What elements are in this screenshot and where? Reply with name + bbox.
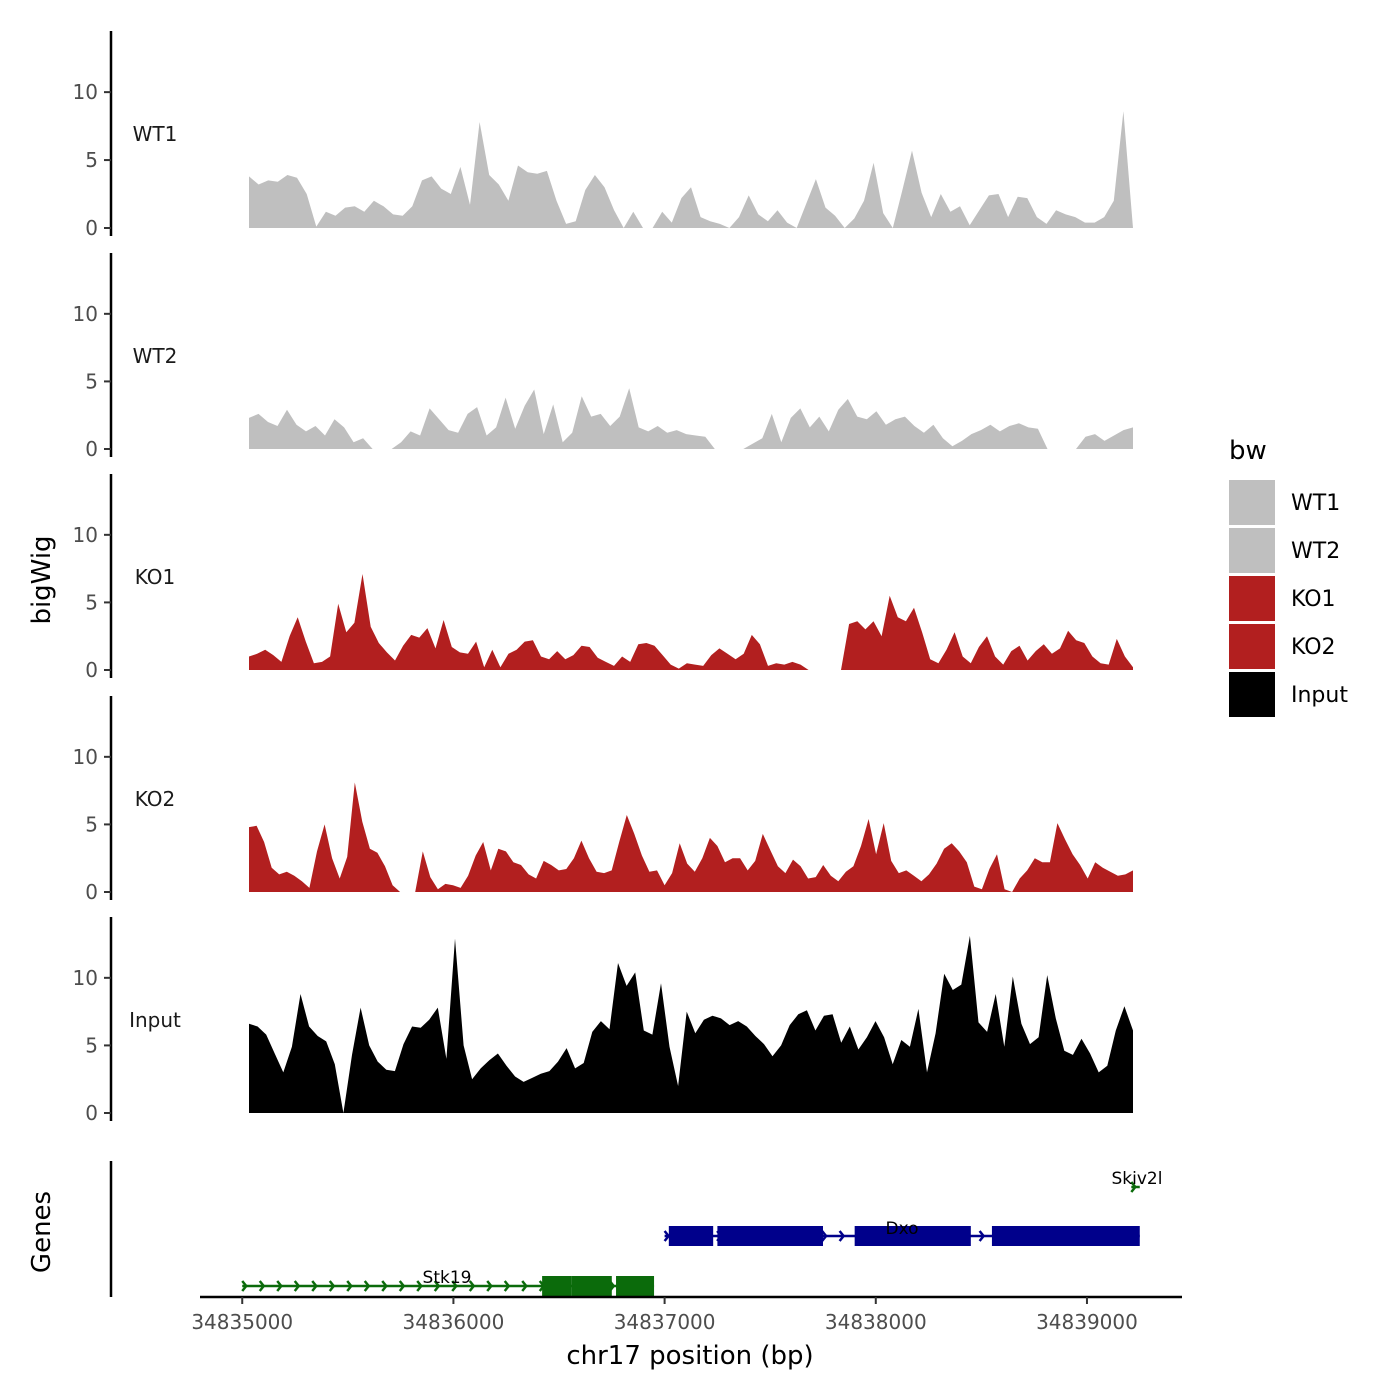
strand-chevron: [276, 1280, 283, 1292]
track-input: 0 5 10 Input: [73, 917, 1133, 1125]
signal-area-wt1: [249, 111, 1133, 228]
exon-block: [571, 1276, 612, 1296]
gene-stk19: Stk19: [241, 1268, 655, 1296]
x-tick-label: 34838000: [825, 1310, 927, 1334]
strand-chevron: [328, 1280, 336, 1292]
strand-chevron: [978, 1230, 986, 1242]
signal-area-ko1: [249, 574, 1133, 670]
legend-label-ko2: KO2: [1291, 635, 1336, 660]
legend-key-wt2: [1229, 528, 1275, 573]
y-tick-label: 5: [85, 369, 98, 393]
strand-chevron: [433, 1280, 441, 1292]
y-tick-label: 10: [73, 966, 98, 990]
x-tick-label: 34837000: [614, 1310, 716, 1334]
strand-chevron: [486, 1280, 493, 1292]
legend-title: bw: [1229, 436, 1267, 466]
strand-chevron: [1130, 1181, 1137, 1193]
gene-dxo: Dxo: [663, 1219, 1140, 1246]
legend-key-wt1: [1229, 480, 1275, 525]
strand-chevron: [381, 1280, 388, 1292]
track-label-wt1: WT1: [133, 122, 178, 146]
track-label-ko2: KO2: [135, 787, 176, 811]
track-label-input: Input: [129, 1008, 181, 1032]
strand-chevron: [451, 1280, 458, 1292]
y-tick-label: 10: [73, 745, 98, 769]
y-tick-label: 0: [85, 880, 98, 904]
track-wt1: 0 5 10 WT1: [73, 31, 1133, 240]
y-axis-title: bigWig: [27, 535, 57, 624]
signal-area-wt2: [249, 388, 1133, 449]
legend-label-wt2: WT2: [1291, 539, 1340, 564]
strand-chevron: [503, 1280, 511, 1292]
gene-skiv2l: Skiv2l: [1112, 1169, 1163, 1193]
legend: bw WT1 WT2 KO1 KO2 Input: [1229, 436, 1348, 717]
strand-chevron: [311, 1280, 318, 1292]
track-label-ko1: KO1: [135, 565, 176, 589]
legend-key-input: [1229, 672, 1275, 717]
strand-chevron: [363, 1280, 371, 1292]
strand-chevron: [821, 1230, 828, 1242]
track-ko1: 0 5 10 KO1: [73, 474, 1133, 682]
y-tick-label: 10: [73, 523, 98, 547]
x-axis: 34835000 34836000 34837000 34838000 34839000: [191, 1295, 1182, 1334]
signal-area-input: [249, 935, 1133, 1113]
strand-chevron: [346, 1280, 353, 1292]
y-tick-label: 0: [85, 437, 98, 461]
strand-chevron: [838, 1230, 846, 1242]
strand-chevron: [398, 1280, 406, 1292]
y-tick-label: 10: [73, 80, 98, 104]
legend-label-input: Input: [1291, 683, 1348, 708]
genes-axis-title: Genes: [27, 1191, 57, 1273]
y-tick-label: 0: [85, 1101, 98, 1125]
y-tick-label: 0: [85, 658, 98, 682]
y-tick-label: 5: [85, 148, 98, 172]
x-tick-label: 34839000: [1036, 1310, 1138, 1334]
x-tick-label: 34836000: [403, 1310, 505, 1334]
legend-key-ko1: [1229, 576, 1275, 621]
gene-label-skiv2l: Skiv2l: [1112, 1169, 1163, 1189]
legend-key-ko2: [1229, 624, 1275, 669]
strand-chevron: [241, 1280, 248, 1292]
strand-chevron: [468, 1280, 476, 1292]
track-wt2: 0 5 10 WT2: [73, 253, 1133, 461]
gene-track: Skiv2l Dxo Stk19: [109, 1161, 1163, 1297]
strand-chevron: [521, 1280, 528, 1292]
y-tick-label: 0: [85, 216, 98, 240]
exon-block: [616, 1276, 655, 1296]
exon-block: [542, 1276, 572, 1296]
gene-label-dxo: Dxo: [885, 1219, 918, 1239]
y-tick-label: 5: [85, 812, 98, 836]
exon-block: [991, 1226, 1140, 1246]
x-axis-title: chr17 position (bp): [566, 1341, 813, 1371]
strand-chevron: [293, 1280, 301, 1292]
track-label-wt2: WT2: [133, 344, 178, 368]
exon-block: [854, 1226, 971, 1246]
legend-label-ko1: KO1: [1291, 587, 1336, 612]
strand-chevron: [258, 1280, 266, 1292]
x-tick-label: 34835000: [191, 1310, 293, 1334]
signal-tracks: 0 5 10 WT1 0 5 10 WT2 0 5 10 KO1 0 5 10 KO2 0 5 10 Input: [73, 31, 1133, 1125]
strand-chevron: [663, 1230, 671, 1242]
exon-block: [717, 1226, 823, 1246]
strand-chevron: [416, 1280, 423, 1292]
signal-area-ko2: [249, 782, 1133, 892]
track-ko2: 0 5 10 KO2: [73, 696, 1133, 904]
gene-label-stk19: Stk19: [423, 1268, 472, 1288]
exon-block: [668, 1226, 714, 1246]
y-tick-label: 5: [85, 590, 98, 614]
y-tick-label: 10: [73, 302, 98, 326]
y-tick-label: 5: [85, 1033, 98, 1057]
legend-label-wt1: WT1: [1291, 491, 1340, 516]
